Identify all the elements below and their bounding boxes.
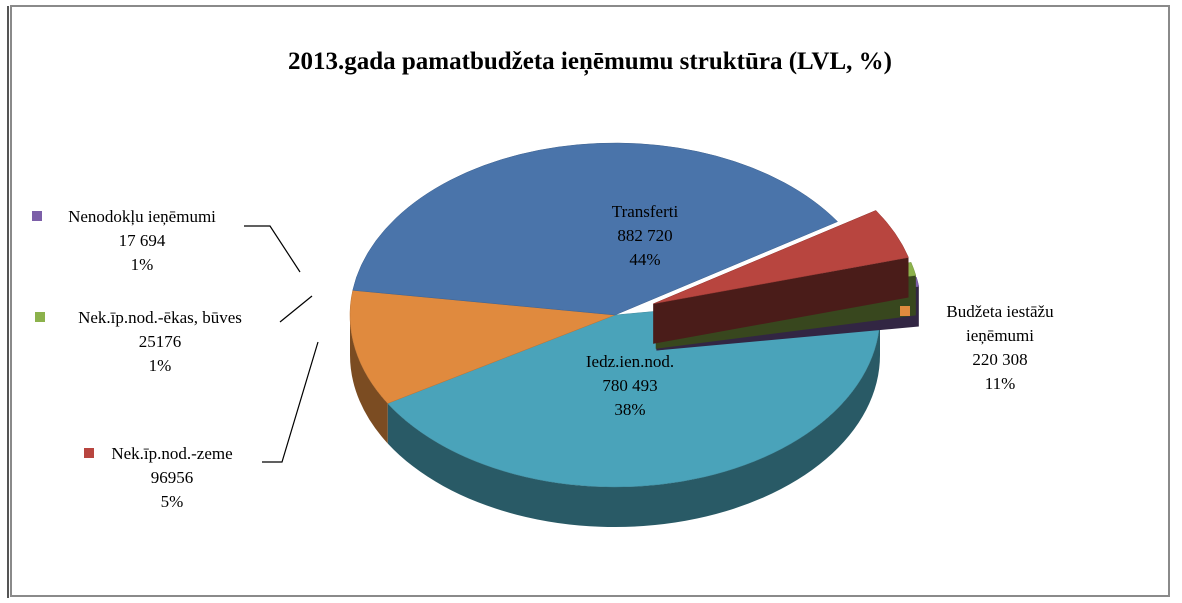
label-marker xyxy=(900,306,910,316)
label-marker xyxy=(32,211,42,221)
label-value: 220 308 xyxy=(972,350,1028,369)
slice xyxy=(653,210,909,305)
data-label: Iedz.ien.nod. 780 493 38% xyxy=(530,350,730,422)
label-name: Transferti xyxy=(611,202,679,221)
label-percent: 38% xyxy=(614,400,646,419)
label-percent: 44% xyxy=(629,250,661,269)
label-name: Nenodokļu ieņēmumi xyxy=(68,207,216,226)
label-value: 17 694 xyxy=(118,231,166,250)
label-value: 96956 xyxy=(150,468,194,487)
leader-line xyxy=(262,341,319,463)
data-label: Nenodokļu ieņēmumi 17 694 1% xyxy=(22,205,262,277)
data-label: Transferti 882 720 44% xyxy=(545,200,745,272)
label-name: Nek.īp.nod.-ēkas, būves xyxy=(78,308,242,327)
slice xyxy=(349,290,616,404)
label-percent: 5% xyxy=(160,492,184,511)
label-name: Budžeta iestāžu ieņēmumi xyxy=(946,302,1054,345)
label-percent: 11% xyxy=(984,374,1016,393)
slice-cut-face xyxy=(653,257,909,344)
label-marker xyxy=(84,448,94,458)
leader-line xyxy=(244,225,301,273)
label-percent: 1% xyxy=(130,255,154,274)
label-value: 780 493 xyxy=(602,376,658,395)
label-percent: 1% xyxy=(148,356,172,375)
label-name: Nek.īp.nod.-zeme xyxy=(111,444,233,463)
label-name: Iedz.ien.nod. xyxy=(585,352,675,371)
data-label: Budžeta iestāžu ieņēmumi 220 308 11% xyxy=(920,300,1080,396)
slice xyxy=(352,142,838,316)
data-label: Nek.īp.nod.-ēkas, būves 25176 1% xyxy=(30,306,290,378)
leader-line xyxy=(279,295,313,323)
label-marker xyxy=(35,312,45,322)
slice-side xyxy=(387,315,880,527)
label-value: 25176 xyxy=(138,332,182,351)
label-value: 882 720 xyxy=(617,226,673,245)
chart-title: 2013.gada pamatbudžeta ieņēmumu struktūr… xyxy=(288,48,892,75)
data-label: Nek.īp.nod.-zeme 96956 5% xyxy=(82,442,262,514)
